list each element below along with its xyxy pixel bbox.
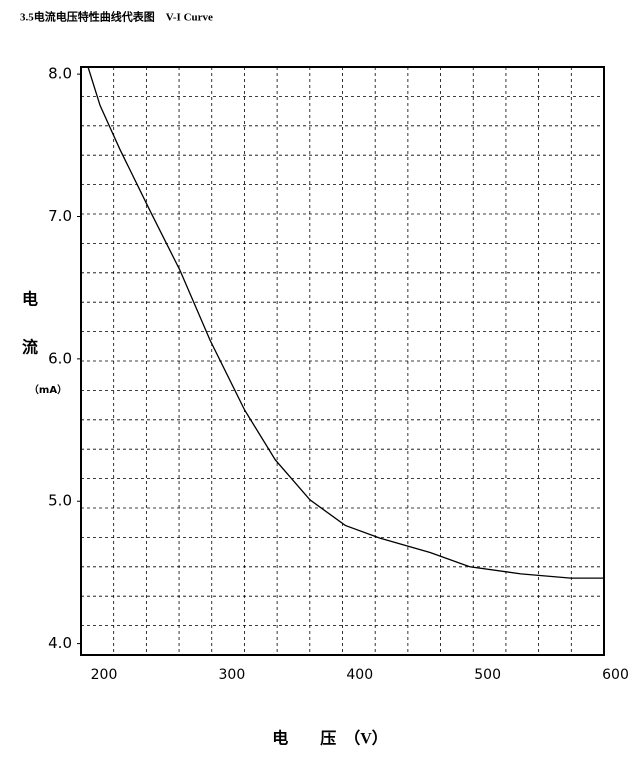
- x-tick-label: 200: [91, 667, 118, 683]
- y-axis-label: 流: [22, 338, 38, 357]
- chart-title: 3.5电流电压特性曲线代表图 V-I Curve: [20, 10, 213, 24]
- x-tick-label: 500: [474, 667, 501, 683]
- x-tick-label: 300: [219, 667, 246, 683]
- y-tick-label: 8.0: [48, 65, 72, 83]
- line: [87, 66, 604, 579]
- y-tick-label: 7.0: [48, 207, 72, 225]
- x-axis-label: 电 压 （V）: [272, 729, 388, 748]
- x-tick-label: 600: [602, 667, 629, 683]
- y-tick-label: 5.0: [48, 492, 72, 510]
- plot-frame: [80, 66, 605, 656]
- x-tick-label: 400: [346, 667, 373, 683]
- y-tick-label: 6.0: [48, 349, 72, 367]
- y-tick-label: 4.0: [48, 634, 72, 652]
- y-axis-label: （mA）: [29, 383, 67, 396]
- y-axis-label: 电: [22, 290, 38, 309]
